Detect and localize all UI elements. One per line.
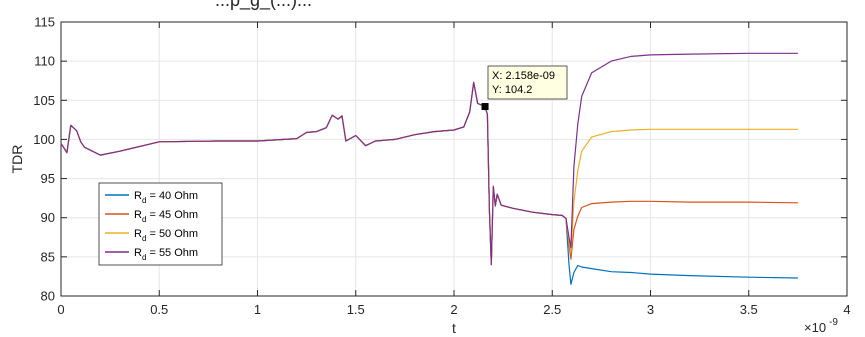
- legend-entry-label: Rd = 45 Ohm: [134, 209, 198, 224]
- datatip-x-readout: X: 2.158e-09: [492, 70, 555, 82]
- y-tick-label: 110: [34, 54, 55, 69]
- legend-entry-label: Rd = 40 Ohm: [134, 190, 198, 205]
- x-tick-label: 1: [254, 302, 261, 317]
- datatip-box: [487, 65, 568, 100]
- y-tick-label: 95: [41, 171, 55, 186]
- x-axis-label: t: [452, 320, 456, 336]
- datatip[interactable]: X: 2.158e-09 Y: 104.2: [481, 65, 568, 111]
- x-axis-exponent: ×10 -9: [804, 317, 838, 335]
- datatip-marker: [481, 103, 489, 111]
- series-layer: [60, 52, 798, 285]
- y-tick-label: 90: [41, 210, 55, 225]
- y-tick-label: 80: [41, 289, 55, 304]
- x-tick-label: 3.5: [740, 302, 758, 317]
- x-exponent-power: -9: [829, 317, 838, 328]
- legend[interactable]: Rd = 40 Ohm Rd = 45 Ohm Rd = 50 Ohm Rd = 55…: [98, 182, 223, 266]
- x-exponent-base: ×10: [804, 320, 826, 335]
- x-tick-label: 2.5: [543, 302, 561, 317]
- cropped-title-fragment: ...p_g_(...)...: [215, 0, 312, 11]
- datatip-y-readout: Y: 104.2: [492, 84, 532, 96]
- y-axis-label: TDR: [9, 145, 25, 174]
- legend-entry-label: Rd = 55 Ohm: [134, 247, 198, 262]
- x-tick-label: 1.5: [347, 302, 365, 317]
- axis-ticks: 0 0.5 1 1.5 2 2.5 3 3.5 4 80 85 90 95 100 105 110 115: [33, 15, 850, 318]
- series-line-4: [60, 52, 798, 266]
- x-tick-label: 4: [843, 302, 850, 317]
- x-tick-label: 0.5: [150, 302, 168, 317]
- x-tick-label: 3: [647, 302, 654, 317]
- y-tick-label: 115: [34, 15, 55, 30]
- x-tick-label: 2: [450, 302, 457, 317]
- x-tick-label: 0: [57, 302, 64, 317]
- y-tick-label: 100: [33, 132, 55, 147]
- y-tick-label: 105: [33, 93, 55, 108]
- y-tick-label: 85: [41, 249, 55, 264]
- legend-entry-label: Rd = 50 Ohm: [134, 228, 198, 243]
